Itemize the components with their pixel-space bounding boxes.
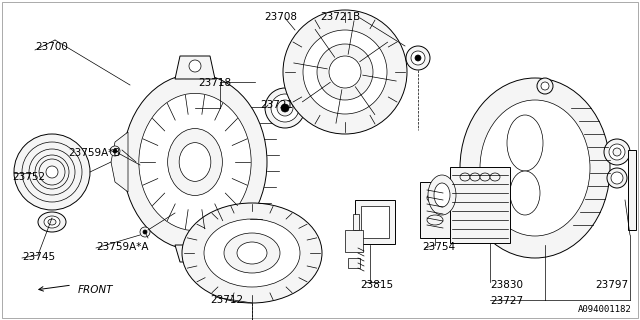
Text: 23797: 23797 <box>595 280 628 290</box>
Ellipse shape <box>609 144 625 160</box>
Ellipse shape <box>283 10 407 134</box>
Ellipse shape <box>411 51 425 65</box>
Ellipse shape <box>427 193 443 203</box>
Bar <box>450 167 510 243</box>
Ellipse shape <box>460 173 470 181</box>
Ellipse shape <box>168 129 222 196</box>
Ellipse shape <box>224 233 280 273</box>
Ellipse shape <box>14 134 90 210</box>
Ellipse shape <box>406 46 430 70</box>
Ellipse shape <box>428 175 456 215</box>
Polygon shape <box>175 245 215 262</box>
Bar <box>348 258 360 268</box>
Ellipse shape <box>237 242 267 264</box>
Ellipse shape <box>490 173 500 181</box>
Ellipse shape <box>507 115 543 171</box>
Ellipse shape <box>303 30 387 114</box>
Circle shape <box>537 78 553 94</box>
Circle shape <box>113 149 117 153</box>
Text: 23815: 23815 <box>360 280 393 290</box>
Ellipse shape <box>460 78 610 258</box>
Ellipse shape <box>317 44 373 100</box>
Ellipse shape <box>281 104 289 112</box>
Bar <box>628 150 636 230</box>
Text: 23718: 23718 <box>198 78 231 88</box>
Ellipse shape <box>415 55 421 61</box>
Ellipse shape <box>48 219 56 225</box>
Bar <box>355 200 395 244</box>
Text: A094001182: A094001182 <box>579 305 632 314</box>
Ellipse shape <box>427 215 443 225</box>
Ellipse shape <box>611 172 623 184</box>
Polygon shape <box>111 132 128 192</box>
Bar <box>345 230 363 252</box>
Circle shape <box>140 227 150 237</box>
Text: 23708: 23708 <box>264 12 297 22</box>
Ellipse shape <box>179 143 211 181</box>
Ellipse shape <box>613 148 621 156</box>
Bar <box>353 214 359 230</box>
Ellipse shape <box>607 168 627 188</box>
Ellipse shape <box>38 212 66 232</box>
Ellipse shape <box>271 94 299 122</box>
Ellipse shape <box>510 171 540 215</box>
Text: FRONT: FRONT <box>78 285 113 295</box>
Ellipse shape <box>470 173 480 181</box>
Bar <box>420 182 450 238</box>
Ellipse shape <box>604 139 630 165</box>
Circle shape <box>190 250 200 260</box>
Text: 23754: 23754 <box>422 242 455 252</box>
Polygon shape <box>175 56 215 79</box>
Text: 23759A*B: 23759A*B <box>68 148 120 158</box>
Ellipse shape <box>44 216 60 228</box>
Text: 23712: 23712 <box>210 295 243 305</box>
Ellipse shape <box>480 100 590 236</box>
Text: 23745: 23745 <box>22 252 55 262</box>
Ellipse shape <box>277 100 293 116</box>
Circle shape <box>441 188 449 196</box>
Text: 23727: 23727 <box>490 296 523 306</box>
Circle shape <box>110 146 120 156</box>
Circle shape <box>143 230 147 234</box>
Ellipse shape <box>265 88 305 128</box>
Circle shape <box>541 82 549 90</box>
Text: 23759A*A: 23759A*A <box>96 242 148 252</box>
Ellipse shape <box>434 183 450 207</box>
Text: 23752: 23752 <box>12 172 45 182</box>
Ellipse shape <box>329 56 361 88</box>
Ellipse shape <box>123 74 267 250</box>
Circle shape <box>189 60 201 72</box>
Ellipse shape <box>46 166 58 178</box>
Ellipse shape <box>39 159 65 185</box>
Text: 23721B: 23721B <box>320 12 360 22</box>
Ellipse shape <box>480 173 490 181</box>
Text: 23830: 23830 <box>490 280 523 290</box>
Ellipse shape <box>204 219 300 287</box>
Text: 23700: 23700 <box>35 42 68 52</box>
Text: 23721: 23721 <box>260 100 293 110</box>
Ellipse shape <box>139 93 251 231</box>
Bar <box>361 206 389 238</box>
Ellipse shape <box>182 203 322 303</box>
